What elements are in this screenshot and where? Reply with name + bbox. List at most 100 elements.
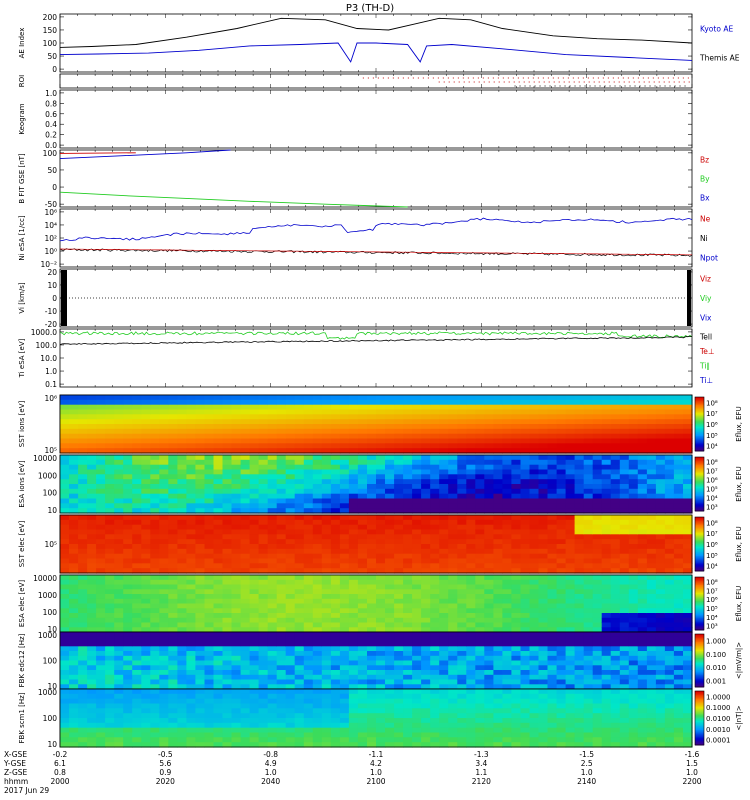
heatmap-cell [547, 469, 558, 475]
colorbar-cell [695, 584, 704, 587]
heatmap-cell [637, 579, 648, 586]
roi-dot [654, 85, 656, 87]
heatmap-cell [574, 424, 585, 430]
colorbar-cell [695, 595, 704, 598]
heatmap-cell [321, 428, 332, 435]
heatmap-cell [574, 404, 585, 411]
heatmap-cell [78, 519, 88, 526]
legend-entry: Viz [700, 275, 711, 284]
heatmap-cell [511, 627, 521, 633]
heatmap-cell [123, 469, 133, 475]
colorbar-cell [695, 432, 704, 434]
heatmap-cell [105, 404, 115, 411]
heatmap-cell [222, 399, 233, 406]
heatmap-cell [177, 636, 187, 643]
heatmap-cell [150, 399, 160, 406]
panel-ylabel: FBK edc12 [Hz] [18, 633, 26, 687]
colorbar-cell [695, 509, 704, 512]
heatmap-cell [646, 399, 657, 406]
heatmap-cell [186, 568, 196, 574]
heatmap-cell [204, 433, 215, 440]
heatmap-cell [114, 651, 124, 657]
heatmap-cell [267, 448, 278, 454]
heatmap-cell [655, 563, 666, 569]
heatmap-cell [123, 498, 133, 504]
heatmap-cell [60, 622, 70, 628]
heatmap-cell [204, 613, 215, 619]
heatmap-cell [619, 613, 630, 619]
heatmap-cell [96, 598, 106, 605]
heatmap-cell [195, 459, 205, 466]
heatmap-cell [240, 627, 251, 633]
roi-dot [629, 85, 631, 87]
series-line-2 [59, 149, 231, 160]
heatmap-cell [141, 558, 151, 564]
heatmap-cell [574, 484, 585, 490]
heatmap-cell [583, 419, 594, 425]
colorbar-tick-label: 10⁶ [706, 477, 718, 485]
heatmap-cell [186, 404, 196, 411]
heatmap-cell [448, 484, 458, 490]
heatmap-cell [683, 568, 693, 574]
colorbar-cell [695, 428, 704, 430]
heatmap-cell [114, 617, 124, 624]
heatmap-cell [610, 594, 621, 600]
heatmap-cell [249, 498, 260, 504]
heatmap-cell [159, 670, 169, 676]
heatmap-cell [457, 539, 467, 545]
heatmap-cell [565, 544, 576, 550]
heatmap-cell [592, 539, 603, 545]
heatmap-cell [628, 424, 639, 430]
roi-dot [602, 77, 604, 79]
heatmap-cell [159, 433, 169, 440]
heatmap-cell [267, 589, 278, 595]
heatmap-cell [177, 519, 187, 526]
heatmap-cell [78, 419, 88, 425]
heatmap-cell [132, 603, 142, 609]
heatmap-cell [285, 503, 296, 509]
heatmap-cell [348, 594, 359, 600]
heatmap-cell [683, 433, 693, 440]
heatmap-cell [583, 459, 594, 466]
heatmap-cell [159, 584, 169, 590]
heatmap-cell [592, 503, 603, 509]
heatmap-cell [348, 584, 359, 590]
heatmap-cell [168, 455, 178, 461]
heatmap-cell [403, 433, 413, 440]
heatmap-cell [240, 464, 251, 471]
heatmap-cell [556, 544, 567, 550]
heatmap-cell [150, 603, 160, 609]
heatmap-cell [637, 508, 648, 514]
heatmap-cell [646, 515, 657, 521]
heatmap-cell [385, 503, 395, 509]
heatmap-cell [664, 448, 675, 454]
heatmap-cell [249, 474, 260, 480]
ytick-label: 0 [52, 294, 57, 303]
roi-dot [688, 81, 690, 83]
heatmap-cell [448, 469, 458, 475]
heatmap-cell [312, 579, 323, 586]
heatmap-cell [619, 404, 630, 411]
heatmap-cell [637, 608, 648, 614]
colorbar-tick-label: 10⁷ [706, 410, 718, 418]
heatmap-cell [132, 594, 142, 600]
heatmap-cell [339, 448, 350, 454]
heatmap-cell [484, 443, 494, 449]
heatmap-cell [294, 469, 305, 475]
panel-border [59, 394, 693, 454]
heatmap-cell [141, 594, 151, 600]
heatmap-cell [294, 404, 305, 411]
heatmap-cell [294, 503, 305, 509]
roi-dot [462, 77, 464, 79]
heatmap-cell [240, 438, 251, 444]
heatmap-cell [655, 553, 666, 560]
heatmap-cell [276, 443, 287, 449]
heatmap-cell [87, 679, 97, 685]
heatmap-cell [601, 484, 612, 490]
heatmap-cell [547, 424, 558, 430]
heatmap-cell [493, 474, 503, 480]
heatmap-cell [484, 459, 494, 466]
heatmap-cell [204, 469, 215, 475]
heatmap-cell [177, 459, 187, 466]
heatmap-cell [204, 488, 215, 495]
